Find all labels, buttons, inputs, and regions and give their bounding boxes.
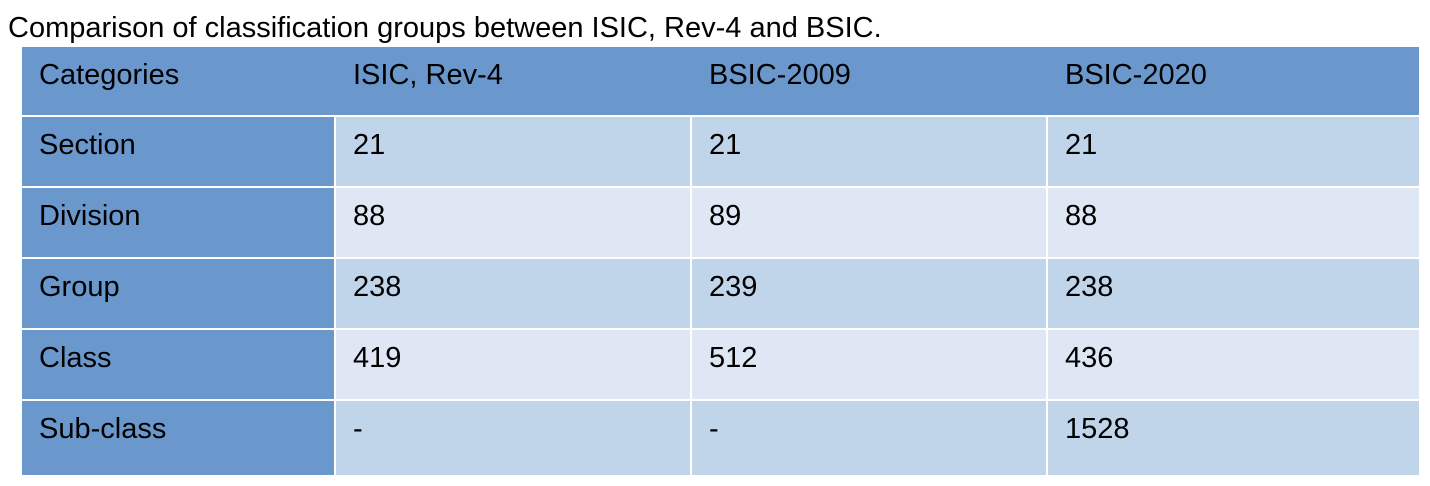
table-cell: 89: [692, 188, 1048, 259]
table-cell: 21: [1048, 117, 1419, 188]
table-cell: 1528: [1048, 401, 1419, 475]
table-cell: 436: [1048, 330, 1419, 401]
row-header-section: Section: [22, 117, 336, 188]
column-header-bsic-2009: BSIC-2009: [692, 47, 1048, 117]
table-cell: 88: [336, 188, 692, 259]
table-cell: 238: [1048, 259, 1419, 330]
table-caption: Comparison of classification groups betw…: [8, 12, 882, 44]
table-cell: 21: [692, 117, 1048, 188]
table-cell: 21: [336, 117, 692, 188]
column-header-bsic-2020: BSIC-2020: [1048, 47, 1419, 117]
table-cell: 419: [336, 330, 692, 401]
row-header-group: Group: [22, 259, 336, 330]
row-header-sub-class: Sub-class: [22, 401, 336, 475]
table-cell: 88: [1048, 188, 1419, 259]
column-header-isic-rev4: ISIC, Rev-4: [336, 47, 692, 117]
table-cell: 238: [336, 259, 692, 330]
column-header-categories: Categories: [22, 47, 336, 117]
comparison-table: Categories ISIC, Rev-4 BSIC-2009 BSIC-20…: [22, 47, 1419, 475]
table-cell: 512: [692, 330, 1048, 401]
table-cell: 239: [692, 259, 1048, 330]
table-cell: -: [692, 401, 1048, 475]
row-header-division: Division: [22, 188, 336, 259]
table-cell: -: [336, 401, 692, 475]
row-header-class: Class: [22, 330, 336, 401]
